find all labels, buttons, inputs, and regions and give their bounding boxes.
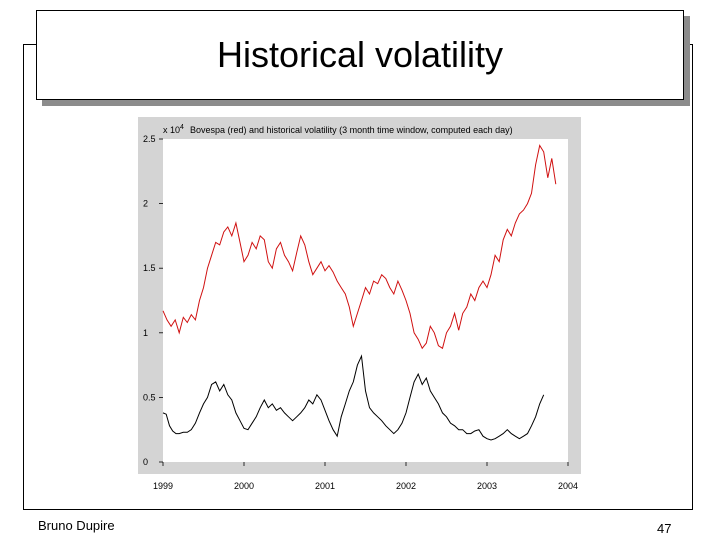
series-line-bovespa [162,144,557,350]
x-axis: 1999 2000 2001 2002 2003 2004 [153,462,578,491]
y-tick-label: 1.5 [143,263,156,273]
y-axis: 0 0.5 1 1.5 2 2.5 [143,134,163,467]
y-tick-label: 0 [143,457,148,467]
y-tick-label: 2.5 [143,134,156,144]
y-multiplier-base: x 10 [163,125,180,135]
y-tick-label: 2 [143,199,148,209]
slide-title: Historical volatility [216,34,504,75]
chart-title: Bovespa (red) and historical volatility … [190,125,513,135]
x-tick-label: 2002 [396,481,416,491]
y-multiplier-exponent: 4 [180,124,184,131]
footer-author: Bruno Dupire [38,518,115,533]
x-tick-label: 2004 [558,481,578,491]
title-box: Historical volatility [36,10,684,100]
x-tick-label: 2001 [315,481,335,491]
series-line-volatility [162,354,545,441]
plot-area [163,139,568,462]
x-tick-label: 2000 [234,481,254,491]
x-tick-label: 1999 [153,481,173,491]
y-tick-label: 0.5 [143,392,156,402]
y-tick-label: 1 [143,328,148,338]
page-number: 47 [657,521,672,536]
x-tick-label: 2003 [477,481,497,491]
y-multiplier: x 104 [163,124,184,135]
